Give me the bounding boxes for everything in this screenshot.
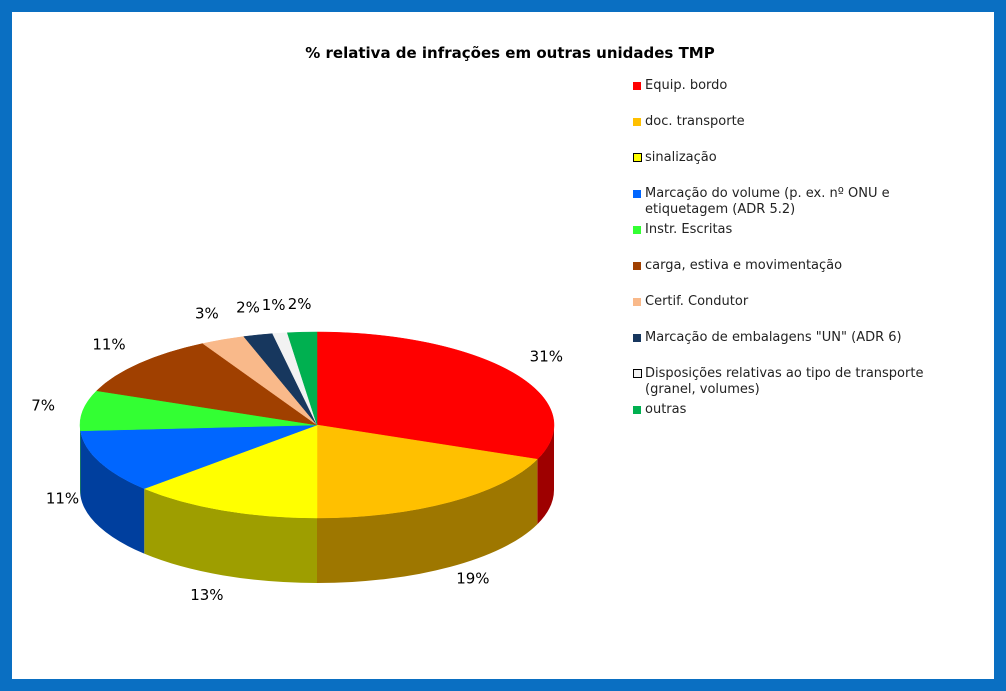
legend-label: Certif. Condutor — [645, 294, 749, 309]
data-label: 13% — [190, 586, 223, 604]
legend: Equip. bordo doc. transporte sinalização Ma… — [633, 78, 963, 438]
slice-side — [317, 459, 538, 583]
data-label: 2% — [236, 298, 260, 316]
slice — [96, 343, 318, 426]
legend-swatch — [633, 82, 641, 90]
legend-label: Disposições relativas ao tipo de transpo… — [645, 366, 924, 397]
slice-side — [537, 425, 554, 525]
slice-side — [80, 430, 145, 554]
legend-label: Marcação de embalagens "UN" (ADR 6) — [645, 330, 902, 345]
data-label: 1% — [262, 296, 286, 314]
slice — [316, 424, 538, 519]
data-label: 31% — [530, 348, 563, 366]
legend-item: Marcação do volume (p. ex. nº ONU e etiq… — [633, 186, 963, 222]
legend-swatch — [633, 406, 641, 414]
legend-item: Certif. Condutor — [633, 294, 963, 330]
data-label: 7% — [31, 397, 55, 415]
data-label: 3% — [195, 305, 219, 323]
slice-side — [144, 488, 317, 583]
legend-item: carga, estiva e movimentação — [633, 258, 963, 294]
slice — [316, 331, 555, 460]
legend-label: Equip. bordo — [645, 78, 728, 93]
legend-swatch — [633, 369, 642, 378]
legend-swatch — [633, 298, 641, 306]
data-label: 11% — [92, 336, 125, 354]
legend-label: outras — [645, 402, 687, 417]
legend-swatch — [633, 262, 641, 270]
legend-label: carga, estiva e movimentação — [645, 258, 843, 273]
legend-item: Instr. Escritas — [633, 222, 963, 258]
chart-title: % relativa de infrações em outras unidad… — [305, 44, 714, 62]
slice — [79, 390, 318, 432]
legend-item: sinalização — [633, 150, 963, 186]
slice — [143, 424, 318, 519]
legend-item: Disposições relativas ao tipo de transpo… — [633, 366, 963, 402]
chart: % relativa de infrações em outras unidad… — [31, 44, 715, 604]
legend-label: doc. transporte — [645, 114, 745, 129]
data-label: 19% — [456, 569, 489, 587]
legend-swatch — [633, 153, 642, 162]
legend-label: Instr. Escritas — [645, 222, 733, 237]
data-label: 2% — [288, 295, 312, 313]
legend-swatch — [633, 226, 641, 234]
legend-item: doc. transporte — [633, 114, 963, 150]
legend-label: Marcação do volume (p. ex. nº ONU e etiq… — [645, 186, 890, 217]
slice — [80, 424, 318, 489]
legend-swatch — [633, 190, 641, 198]
legend-swatch — [633, 118, 641, 126]
legend-swatch — [633, 334, 641, 342]
legend-item: Equip. bordo — [633, 78, 963, 114]
data-label: 11% — [46, 489, 79, 507]
legend-item: outras — [633, 402, 963, 438]
slice — [286, 331, 318, 426]
legend-item: Marcação de embalagens "UN" (ADR 6) — [633, 330, 963, 366]
legend-label: sinalização — [645, 150, 717, 165]
